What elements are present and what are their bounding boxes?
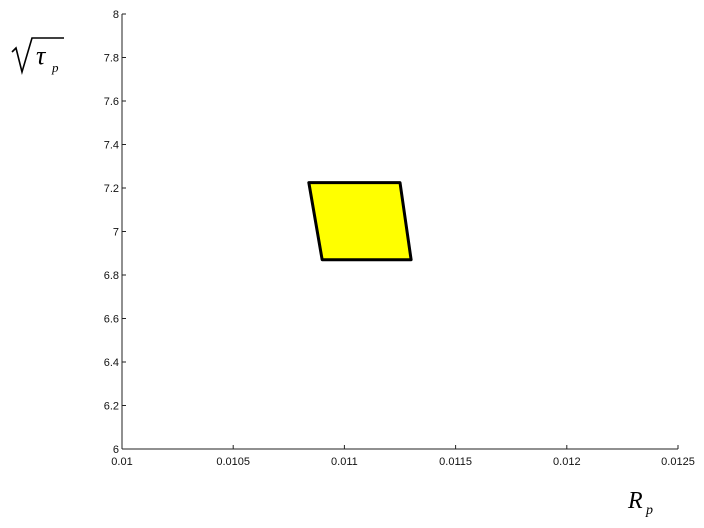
x-tick-label: 0.011 bbox=[331, 456, 358, 468]
y-tick-label: 6.6 bbox=[104, 314, 119, 326]
x-tick-label: 0.01 bbox=[111, 456, 132, 468]
y-tick-label: 6.4 bbox=[104, 357, 119, 369]
y-tick-label: 8 bbox=[113, 9, 119, 21]
y-tick-label: 6.2 bbox=[104, 401, 119, 413]
y-tick-label: 7.8 bbox=[104, 53, 119, 65]
y-tick-label: 7.4 bbox=[104, 140, 119, 152]
y-ticks: 6 6.2 6.4 6.6 6.8 7 7.2 7.4 7.6 7.8 8 bbox=[104, 9, 126, 456]
y-label-sub: p bbox=[51, 60, 59, 75]
y-tick-label: 7.2 bbox=[104, 183, 119, 195]
feasible-region bbox=[307, 181, 413, 262]
x-tick-label: 0.0105 bbox=[216, 456, 250, 468]
y-tick-label: 7.6 bbox=[104, 96, 119, 108]
y-tick-label: 7 bbox=[113, 227, 119, 239]
x-axis-label: R p bbox=[627, 488, 653, 518]
y-label-main: τ bbox=[36, 41, 47, 70]
y-axis-label: τ p bbox=[11, 37, 64, 76]
y-tick-label: 6.8 bbox=[104, 270, 119, 282]
x-ticks: 0.01 0.0105 0.011 0.0115 0.012 0.0125 bbox=[111, 445, 695, 468]
x-label-sub: p bbox=[645, 503, 653, 518]
x-tick-label: 0.012 bbox=[553, 456, 581, 468]
x-tick-label: 0.0125 bbox=[661, 456, 695, 468]
x-label-main: R bbox=[627, 488, 643, 514]
x-tick-label: 0.0115 bbox=[439, 456, 472, 468]
y-tick-label: 6 bbox=[113, 444, 119, 456]
sqrt-symbol bbox=[11, 37, 64, 76]
